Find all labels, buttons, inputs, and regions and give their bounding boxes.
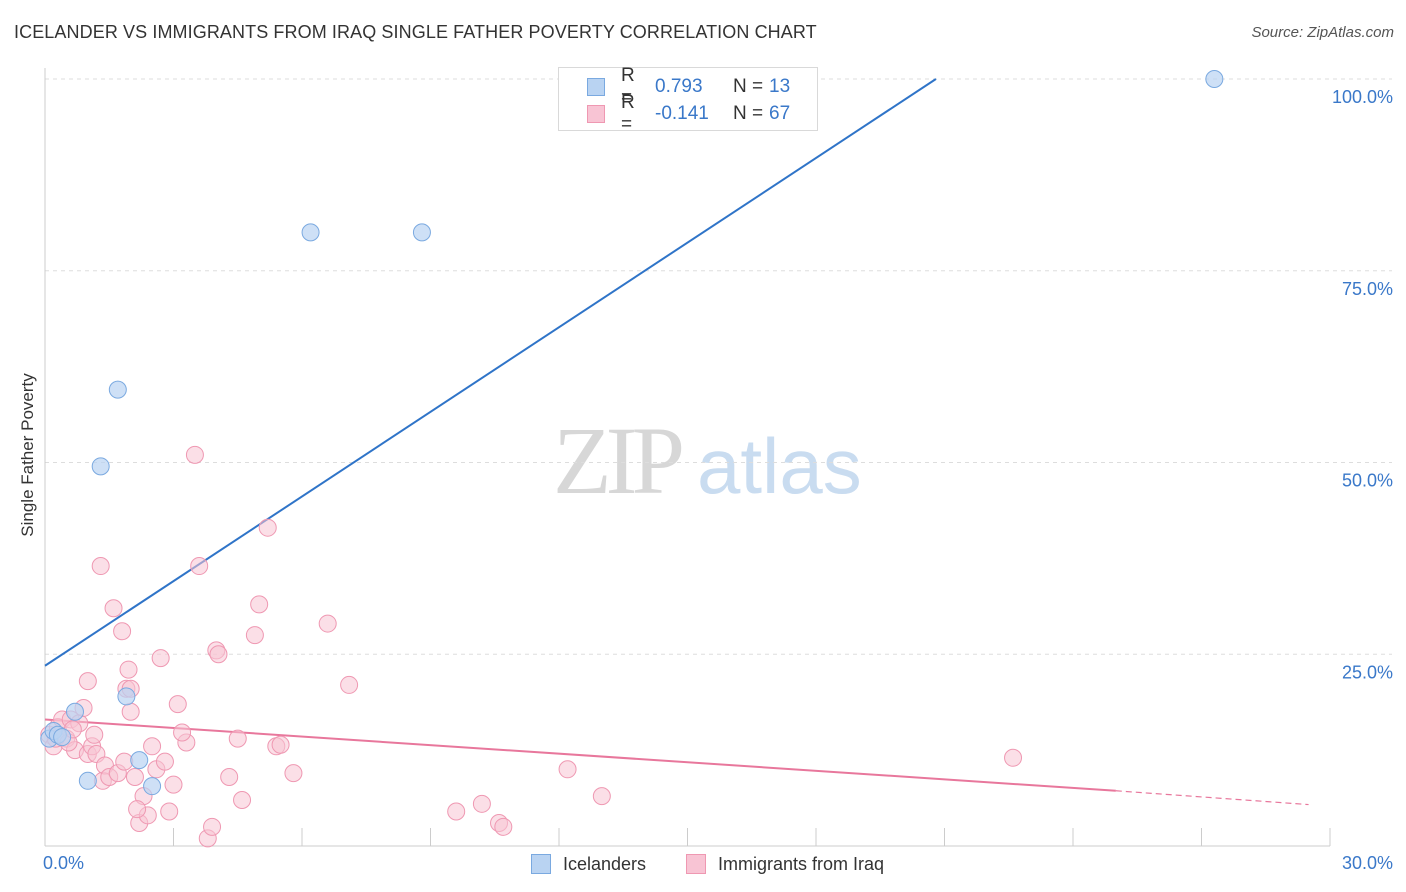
iraq-point: [143, 737, 162, 756]
iraq-point: [128, 800, 147, 819]
legend-n-label: N =: [733, 103, 764, 124]
iraq-point: [113, 622, 132, 641]
legend-r-value: 0.793: [655, 76, 703, 97]
gridlines: [45, 78, 1392, 655]
iraq-point: [340, 675, 359, 694]
iraq-point: [250, 595, 269, 614]
iraq-points: [40, 445, 1023, 848]
icelander-points: [40, 70, 1224, 796]
legend-n-value: 13: [769, 76, 791, 97]
iraq-point: [271, 735, 290, 754]
tick-labels: 25.0% 50.0% 75.0% 100.0% 0.0% 30.0%: [43, 87, 1393, 873]
iraq-point: [220, 767, 239, 786]
legend-n-value: 67: [769, 103, 791, 124]
bottom-legend-label: Icelanders: [563, 853, 647, 874]
iraq-point: [104, 599, 123, 618]
iraq-point: [284, 764, 303, 783]
iraq-point: [151, 649, 170, 668]
axes: [44, 68, 1331, 847]
bottom-legend-iraq: Immigrants from Iraq: [686, 850, 884, 878]
iraq-point: [115, 752, 134, 771]
icelander-point: [91, 457, 110, 476]
icelanders-trend-line: [44, 78, 937, 667]
iraq-trend-extension: [1115, 790, 1309, 806]
iraq-point: [318, 614, 337, 633]
iraq-point: [558, 760, 577, 779]
y-tick-label: 75.0%: [1342, 279, 1393, 299]
correlation-legend: R = 0.793 N = 13 R = -0.141 N = 67: [558, 65, 818, 135]
watermark-atlas: atlas: [697, 422, 862, 510]
iraq-point: [447, 802, 466, 821]
iraq-point: [168, 695, 187, 714]
icelander-point: [1205, 70, 1224, 88]
iraq-point: [258, 518, 277, 537]
iraq-point: [164, 775, 183, 794]
iraq-point: [173, 723, 192, 742]
watermark-zip: ZIP: [553, 407, 685, 514]
iraq-point: [209, 645, 228, 664]
legend-swatch-pink: [587, 105, 605, 123]
icelander-point: [117, 687, 136, 706]
iraq-point: [233, 790, 252, 809]
legend-row-iraq: R = -0.141 N = 67: [587, 92, 791, 135]
watermark: ZIP atlas: [553, 405, 862, 516]
bottom-legend-swatch-pink: [686, 854, 706, 874]
iraq-point: [121, 702, 140, 721]
y-tick-label: 50.0%: [1342, 471, 1393, 491]
icelander-point: [412, 223, 431, 242]
iraq-point: [190, 557, 209, 576]
trend-lines: [44, 78, 1309, 806]
iraq-point: [185, 445, 204, 464]
bottom-legend-swatch-blue: [531, 854, 551, 874]
legend-n-label: N =: [733, 76, 764, 97]
y-axis-label: Single Father Poverty: [18, 373, 37, 537]
iraq-point: [85, 725, 104, 744]
bottom-legend-icelanders: Icelanders: [531, 850, 646, 878]
iraq-point: [472, 794, 491, 813]
icelander-point: [65, 702, 84, 721]
iraq-point: [78, 672, 97, 691]
x-tick-label: 0.0%: [43, 853, 84, 873]
iraq-point: [91, 557, 110, 576]
source-label: Source: ZipAtlas.com: [1251, 24, 1394, 41]
icelander-point: [301, 223, 320, 242]
icelander-point: [130, 751, 149, 770]
chart-title: ICELANDER VS IMMIGRANTS FROM IRAQ SINGLE…: [14, 22, 817, 42]
iraq-point: [228, 729, 247, 748]
iraq-point: [494, 817, 513, 836]
iraq-point: [592, 787, 611, 806]
legend-row-icelanders: R = 0.793 N = 13: [587, 65, 791, 108]
bottom-legend-label: Immigrants from Iraq: [718, 853, 885, 874]
iraq-point: [203, 817, 222, 836]
icelander-point: [108, 380, 127, 399]
legend-swatch-blue: [587, 78, 605, 96]
x-tick-label: 30.0%: [1342, 853, 1393, 873]
icelander-point: [78, 771, 97, 790]
icelander-point: [53, 728, 72, 747]
legend-r-label: R =: [621, 92, 635, 135]
iraq-point: [160, 802, 179, 821]
y-tick-label: 100.0%: [1332, 87, 1393, 107]
legend-r-value: -0.141: [655, 103, 709, 124]
y-tick-label: 25.0%: [1342, 662, 1393, 682]
iraq-point: [155, 752, 174, 771]
iraq-point: [245, 626, 264, 645]
iraq-point: [125, 767, 144, 786]
iraq-point: [1004, 748, 1023, 767]
iraq-point: [119, 660, 138, 679]
icelander-point: [143, 777, 162, 796]
legend-r-label: R =: [621, 65, 635, 108]
iraq-trend-line: [44, 718, 1116, 792]
